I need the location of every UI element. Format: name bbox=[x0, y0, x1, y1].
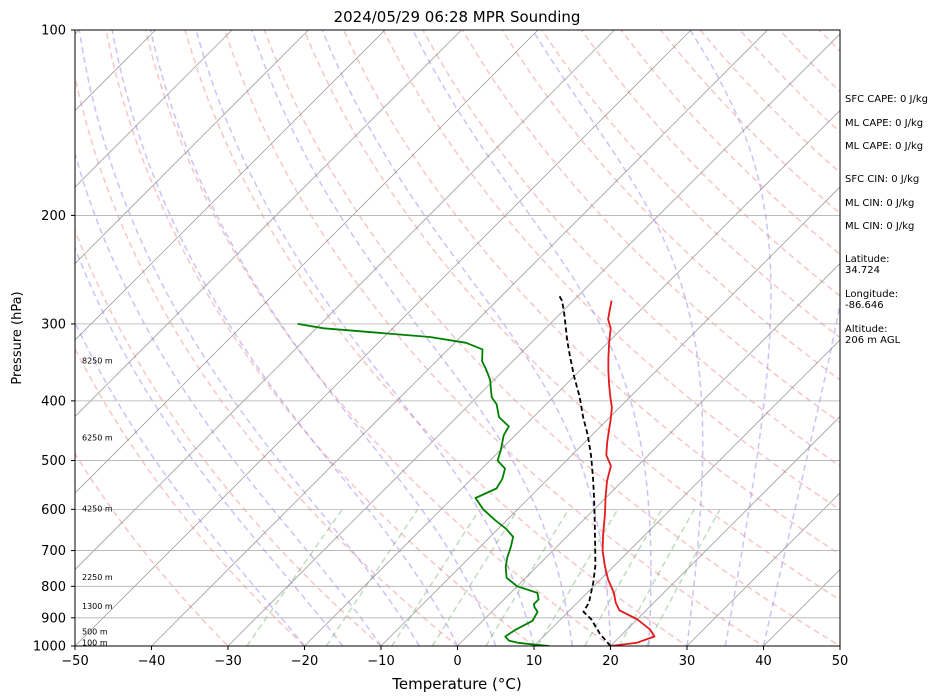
y-tick-label: 700 bbox=[41, 544, 66, 559]
y-axis-ticks: 1000 900 800 700 600 500 400 300 200 100 bbox=[33, 24, 75, 655]
x-tick-label: 40 bbox=[755, 654, 772, 669]
latitude-label: Latitude: bbox=[845, 254, 890, 265]
x-tick-label: 10 bbox=[526, 654, 543, 669]
mixing-ratio-line bbox=[485, 508, 570, 646]
x-tick-label: 20 bbox=[602, 654, 619, 669]
height-labels: 100 m 500 m 1300 m 2250 m 4250 m 6250 m 8250 m bbox=[82, 356, 113, 647]
x-tick-label: −20 bbox=[291, 654, 318, 669]
x-axis-label: Temperature (°C) bbox=[391, 675, 521, 693]
dry-adiabat bbox=[263, 30, 840, 646]
altitude-label: Altitude: bbox=[845, 324, 887, 335]
isotherm bbox=[75, 30, 462, 418]
y-tick-label: 100 bbox=[41, 24, 66, 39]
isotherm bbox=[227, 33, 840, 646]
chart-title: 2024/05/29 06:28 MPR Sounding bbox=[334, 8, 581, 26]
isotherm bbox=[304, 109, 840, 646]
y-tick-label: 800 bbox=[41, 580, 66, 595]
height-label: 6250 m bbox=[82, 433, 113, 442]
moist-adiabat bbox=[689, 30, 772, 646]
parcel-path bbox=[558, 295, 612, 646]
mixing-ratio-line bbox=[584, 508, 663, 646]
moist-adiabat bbox=[111, 30, 459, 646]
dry-adiabat bbox=[144, 30, 612, 646]
x-tick-label: −10 bbox=[367, 654, 394, 669]
y-tick-label: 200 bbox=[41, 209, 66, 224]
stat-ml-cin-1: ML CIN: 0 J/kg bbox=[845, 198, 914, 209]
dry-adiabat bbox=[501, 30, 840, 381]
isotherm bbox=[380, 186, 840, 646]
height-label: 100 m bbox=[82, 638, 108, 647]
temperature-profile bbox=[601, 300, 656, 646]
x-tick-label: −40 bbox=[138, 654, 165, 669]
longitude-value: -86.646 bbox=[845, 300, 884, 311]
isotherm bbox=[533, 339, 840, 646]
y-tick-label: 600 bbox=[41, 503, 66, 518]
height-label: 4250 m bbox=[82, 504, 113, 513]
moist-adiabat bbox=[251, 30, 574, 646]
dewpoint-profile bbox=[297, 323, 550, 646]
dry-adiabat bbox=[75, 452, 230, 646]
mixing-ratio-line bbox=[645, 508, 721, 646]
moist-adiabat bbox=[412, 30, 652, 646]
dry-adiabat bbox=[422, 30, 840, 467]
stats-panel: SFC CAPE: 0 J/kg ML CAPE: 0 J/kg ML CAPE… bbox=[845, 94, 928, 346]
dry-adiabat bbox=[75, 347, 306, 646]
isotherm bbox=[75, 30, 615, 571]
dry-adiabat bbox=[223, 30, 765, 646]
height-label: 500 m bbox=[82, 627, 108, 636]
isotherm bbox=[151, 30, 768, 646]
altitude-value: 206 m AGL bbox=[845, 335, 901, 346]
isotherm bbox=[75, 30, 233, 188]
x-tick-label: 50 bbox=[832, 654, 849, 669]
isotherm bbox=[75, 30, 386, 341]
height-label: 8250 m bbox=[82, 356, 113, 365]
moist-adiabat bbox=[75, 151, 382, 646]
stat-ml-cape-1: ML CAPE: 0 J/kg bbox=[845, 118, 923, 129]
moist-adiabat bbox=[762, 300, 840, 646]
y-tick-label: 900 bbox=[41, 611, 66, 626]
isotherm bbox=[686, 492, 840, 646]
dry-adiabat bbox=[184, 30, 689, 646]
x-tick-label: 30 bbox=[679, 654, 696, 669]
moist-adiabat bbox=[532, 30, 704, 646]
dry-adiabat bbox=[105, 30, 536, 646]
longitude-label: Longitude: bbox=[845, 289, 898, 300]
y-tick-label: 1000 bbox=[33, 640, 66, 655]
isotherm bbox=[75, 30, 692, 646]
x-tick-label: −30 bbox=[214, 654, 241, 669]
x-tick-label: −50 bbox=[61, 654, 88, 669]
isotherm bbox=[610, 415, 840, 646]
y-axis-label: Pressure (hPa) bbox=[10, 291, 25, 384]
mixing-ratio-line bbox=[537, 508, 619, 646]
stat-ml-cape-2: ML CAPE: 0 J/kg bbox=[845, 141, 923, 152]
isotherm bbox=[457, 262, 840, 646]
moist-adiabat bbox=[321, 30, 612, 646]
dry-adiabat bbox=[461, 30, 840, 424]
background-lines bbox=[75, 30, 840, 646]
moist-adiabat bbox=[149, 30, 497, 646]
y-tick-label: 300 bbox=[41, 317, 66, 332]
x-tick-label: 0 bbox=[453, 654, 461, 669]
stat-sfc-cape: SFC CAPE: 0 J/kg bbox=[845, 94, 928, 105]
dry-adiabat bbox=[75, 228, 383, 646]
isotherm bbox=[75, 30, 309, 265]
stat-sfc-cin: SFC CIN: 0 J/kg bbox=[845, 174, 919, 185]
moist-adiabat bbox=[78, 30, 420, 646]
y-tick-label: 400 bbox=[41, 394, 66, 409]
series-layer bbox=[297, 295, 656, 646]
x-axis-ticks: −50 −40 −30 −20 −10 0 10 20 30 40 50 bbox=[61, 646, 848, 669]
latitude-value: 34.724 bbox=[845, 265, 880, 276]
isotherm bbox=[75, 30, 539, 494]
moist-adiabat bbox=[75, 246, 344, 646]
dry-adiabat bbox=[303, 30, 840, 601]
dry-adiabat bbox=[382, 30, 840, 511]
height-label: 1300 m bbox=[82, 602, 113, 611]
y-tick-label: 500 bbox=[41, 454, 66, 469]
stat-ml-cin-2: ML CIN: 0 J/kg bbox=[845, 221, 914, 232]
height-label: 2250 m bbox=[82, 573, 113, 582]
